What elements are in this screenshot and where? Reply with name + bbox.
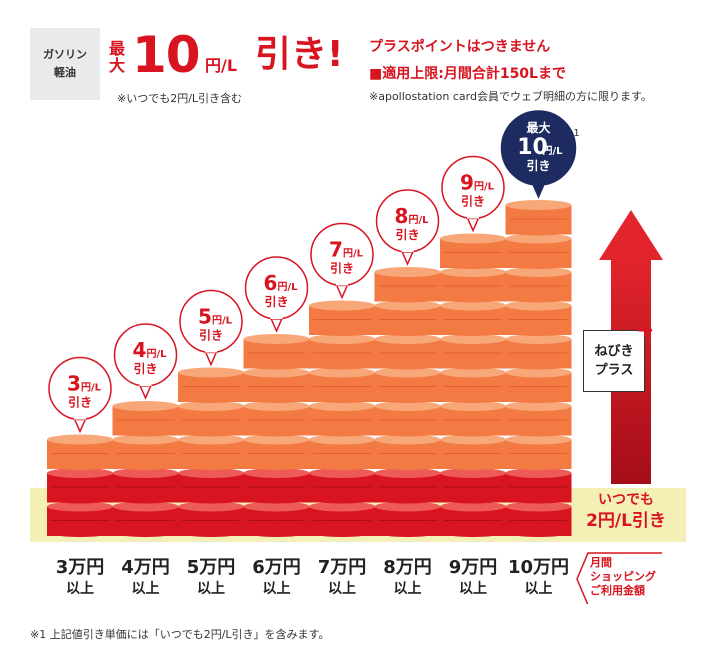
nebiki-label-line1: ねびき [594,344,634,359]
footer-note: ※1 上記値引き単価には「いつでも2円/L引き」を含みます。 [30,628,330,641]
discount-bubble: 5 円/L 引き [179,289,243,367]
bubble-number: 6 [264,271,278,295]
fuel-type-box: ガソリン 軽油 [30,28,100,100]
bubble-number: 5 [198,305,212,329]
bubble-number: 7 [329,238,343,262]
tier-amount: 10万円 [507,557,570,578]
bubble-unit: 円/L [408,214,429,226]
bubble-sub: 引き [395,228,419,242]
tier-suffix: 以上 [131,581,160,597]
bubble-unit: 円/L [146,348,167,360]
bubble-number: 4 [133,338,147,362]
tier-suffix: 以上 [66,581,94,597]
tier-amount: 7万円 [317,557,367,578]
bubble-unit: 円/L [81,382,102,394]
discount-bubble: 6 円/L 引き [244,256,309,333]
headline-unit: 円/L [205,56,238,75]
nebiki-label-line2: プラス [594,363,634,378]
tier-amount: 3万円 [55,557,105,578]
tier-amount: 5万円 [186,557,236,578]
discount-bubble: 3 円/L 引き [48,356,112,434]
discount-bubble: 4 円/L 引き [113,323,178,400]
coin-stack [440,233,506,537]
fuel-gasoline-label: ガソリン [43,48,87,61]
bubble-number: 3 [67,372,81,396]
always-line2: 2円/L引き [586,511,666,531]
headline-number: 10 [132,26,201,84]
bubble-unit: 円/L [277,281,298,293]
coin-stack [47,434,113,537]
bubble-sub: 引き [526,159,550,173]
tier-amount-label: 6万円以上 [244,556,310,598]
tier-amount-label: 5万円以上 [178,556,244,598]
max-prefix: 最大 [109,39,126,75]
discount-bubble: 8 円/L 引き [375,189,440,266]
tier-suffix: 以上 [459,581,487,597]
plus-icon: + [636,318,655,343]
headline-note: ※いつでも2円/L引き含む [117,92,243,105]
tier-amount-label: 3万円以上 [47,556,113,598]
tier-amount: 6万円 [252,557,301,578]
bubble-sub: 引き [264,295,288,309]
coin-stack [112,401,179,537]
bubble-unit: 円/L [212,315,233,327]
coin-stack [505,200,572,537]
no-points-notice: プラスポイントはつきません [369,39,551,55]
tier-amount-label: 4万円以上 [113,556,179,598]
limit-notice: ■適用上限:月間合計150Lまで [369,66,566,82]
tier-suffix: 以上 [328,581,356,597]
always-discount-label: いつでも 2円/L引き [566,490,686,532]
shopping-line1: 月間 [590,556,612,569]
shopping-line2: ショッピング [590,570,656,583]
shopping-label: 月間 ショッピング ご利用金額 [590,556,656,598]
shopping-label-frame [576,552,662,604]
bubble-sub: 引き [330,262,354,276]
tier-amount: 4万円 [121,557,170,578]
tier-suffix: 以上 [197,581,225,597]
always-line1: いつでも [598,492,654,508]
bubble-unit: 円/L [542,145,563,157]
discount-bubble: 7 円/L 引き [310,222,374,300]
tier-amount: 9万円 [448,557,498,578]
coin-stacks [47,200,572,537]
bubble-number: 9 [460,171,474,195]
nebiki-plus-badge: ねびき プラス [583,330,645,392]
bubble-sub: 引き [68,396,92,410]
headline-discount-word: 引き! [255,34,344,75]
coin-stack [374,267,441,537]
coin-stack [243,334,310,537]
bubble-unit: 円/L [343,248,364,260]
coin-stack [178,367,244,537]
bubble-sub: 引き [461,195,485,209]
discount-bubble: 9 円/L 引き [441,155,505,233]
bubble-number: 10 [517,135,548,160]
tier-suffix: 以上 [393,581,422,597]
coin-stack [309,300,375,537]
bubble-top-label: 最大 [526,120,550,135]
tier-amount-label: 8万円以上 [375,556,441,598]
tier-amount: 8万円 [383,557,432,578]
card-notice: ※apollostation card会員でウェブ明細の方に限ります。 [369,90,652,103]
tier-suffix: 以上 [262,581,291,597]
tier-suffix: 以上 [524,581,553,597]
tier-amount-label: 7万円以上 [309,556,375,598]
shopping-line3: ご利用金額 [590,584,645,597]
bubble-unit: 円/L [474,181,495,193]
tier-amount-label: 9万円以上 [440,556,506,598]
tier-amount-label: 10万円以上 [506,556,572,598]
bubble-number: 8 [395,204,409,228]
bubble-sub: 引き [199,329,223,343]
fuel-diesel-label: 軽油 [54,66,76,79]
bubble-sub: 引き [133,362,157,376]
